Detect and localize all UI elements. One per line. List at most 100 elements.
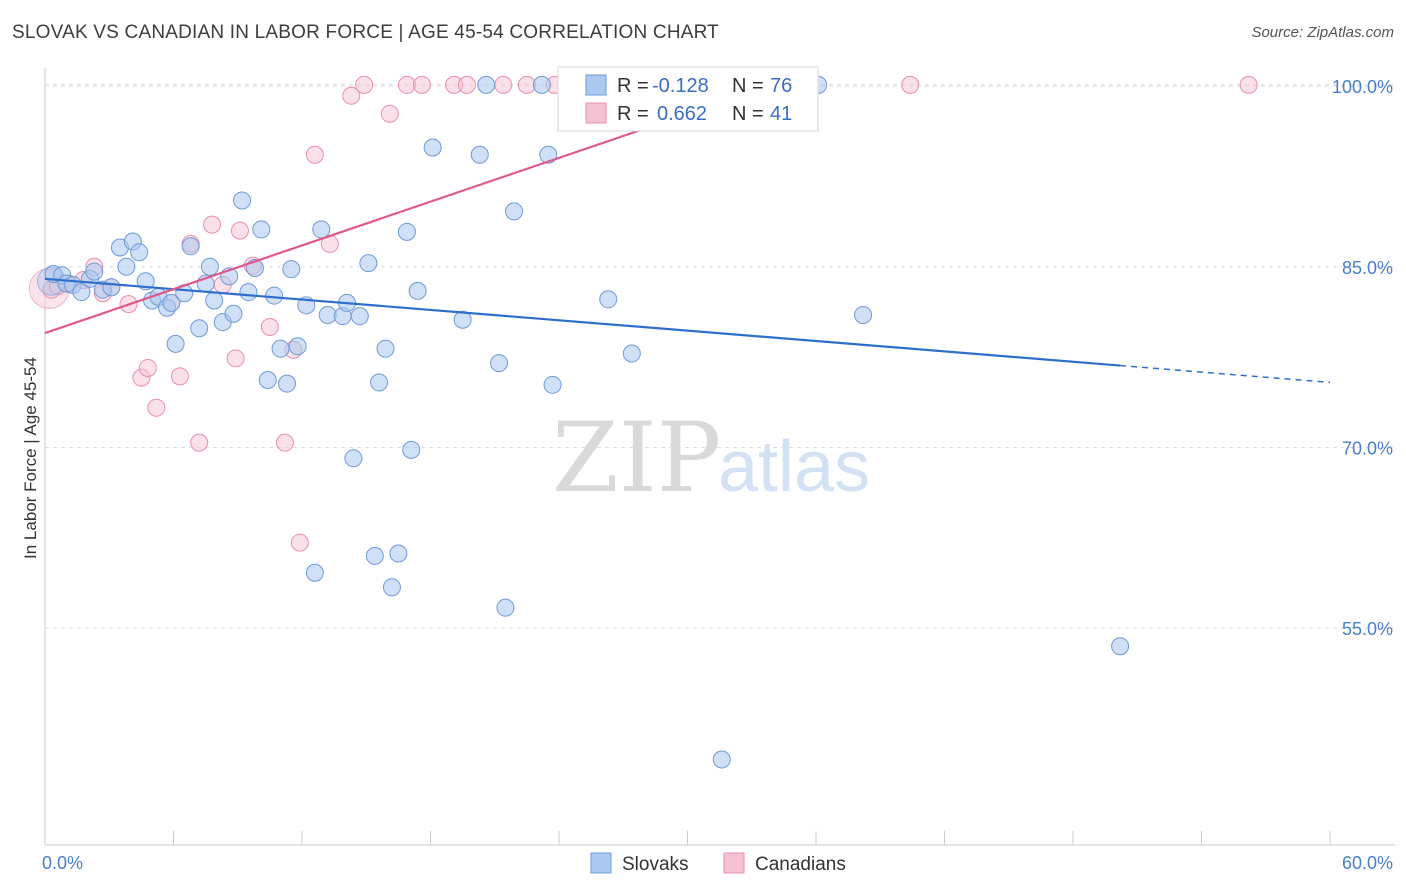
slovaks-point [166,334,185,353]
slovaks-point [389,544,408,563]
canadians-point [230,221,249,240]
slovaks-point [402,440,421,459]
legend-swatch-canadians [585,102,607,124]
slovaks-point [233,191,252,210]
slovaks-point [344,449,363,468]
slovaks-point [453,310,472,329]
canadians-point [494,75,513,94]
canadians-point [226,349,245,368]
slovaks-point [599,290,618,309]
x-tick-label-min: 0.0% [42,853,83,873]
slovaks-point [239,283,258,302]
slovaks-point [162,293,181,312]
canadians-point [170,367,189,386]
y-axis-title: In Labor Force | Age 45-54 [21,357,40,559]
canadians-point [342,86,361,105]
canadians-point [457,75,476,94]
slovaks-point [117,257,136,276]
legend-n-value-canadians: 41 [770,103,792,125]
bottom-legend-swatch-slovaks [590,852,612,874]
series-legend: Slovaks Canadians [590,852,846,875]
slovaks-point [72,283,91,302]
slovaks-point [252,220,271,239]
watermark: ZIP atlas [552,402,870,514]
bottom-legend-slovaks: Slovaks [622,854,689,875]
slovaks-point [350,307,369,326]
slovaks-points [36,75,1130,769]
canadians-point [1239,75,1258,94]
slovaks-point [1111,637,1130,656]
slovaks-point [85,262,104,281]
slovaks-point [854,305,873,324]
slovaks-point [423,138,442,157]
canadians-point [260,318,279,336]
slovaks-point [288,337,307,356]
slovaks-point [265,286,284,305]
bottom-legend-swatch-canadians [723,852,745,874]
slovaks-point [200,257,219,276]
slovaks-point [470,145,489,164]
canadians-point [901,75,920,94]
legend-n-value-slovaks: 76 [770,75,792,97]
slovaks-point [359,254,378,273]
slovaks-point [397,222,416,241]
slovaks-point [271,339,290,358]
slovaks-point [102,278,121,297]
legend-r-value-slovaks: -0.128 [652,75,709,97]
legend-r-label-2: R = [617,103,649,125]
canadians-point [203,215,222,234]
slovaks-point [505,202,524,221]
slovaks-point [496,598,515,617]
y-tick-labels: 55.0% 70.0% 85.0% 100.0% [1332,77,1393,639]
slovaks-point [278,374,297,393]
y-tick-label: 100.0% [1332,77,1393,97]
axes [44,68,1395,846]
slovaks-point [205,291,224,310]
canadians-point [355,75,374,94]
legend-r-value-canadians: 0.662 [657,103,707,125]
chart-title: SLOVAK VS CANADIAN IN LABOR FORCE | AGE … [12,22,719,43]
slovaks-point [382,578,401,597]
slovaks-trend-line [44,277,1121,367]
source-credit: Source: ZipAtlas.com [1251,24,1394,41]
y-tick-label: 55.0% [1342,619,1393,639]
slovaks-point [190,319,209,338]
canadians-point [397,75,416,94]
slovaks-point [370,373,389,392]
grid-lines [44,83,1396,629]
slovaks-point [305,563,324,582]
legend-n-label-2: N = [732,103,764,125]
slovaks-point [181,237,200,256]
slovaks-point [477,75,496,94]
correlation-legend: R = -0.128 N = 76 R = 0.662 N = 41 [557,66,819,132]
slovaks-point [318,305,337,324]
slovaks-point [365,546,384,565]
canadians-point [275,433,294,452]
slovaks-point [136,272,155,291]
legend-n-label-1: N = [732,75,764,97]
x-tick-labels: 0.0% 60.0% [42,853,1393,873]
legend-r-label-1: R = [617,75,649,97]
slovaks-point [312,220,331,239]
slovaks-point [543,375,562,394]
legend-swatch-slovaks [585,74,607,96]
canadians-point [147,398,166,417]
watermark-atlas: atlas [718,427,870,507]
slovaks-point [376,339,395,358]
slovaks-point [408,281,427,300]
slovaks-point [130,243,149,262]
canadians-point [517,75,536,94]
slovaks-point [532,75,551,94]
slovaks-point [490,354,509,373]
canadians-point [190,433,209,452]
x-tick-label-max: 60.0% [1342,853,1393,873]
canadians-point [138,358,157,377]
y-tick-label: 85.0% [1342,258,1393,278]
bottom-legend-canadians: Canadians [755,854,846,875]
slovaks-point [224,304,243,323]
slovaks-point [258,371,277,390]
canadians-point [290,533,309,552]
canadians-point [412,75,431,94]
y-tick-label: 70.0% [1342,438,1393,458]
